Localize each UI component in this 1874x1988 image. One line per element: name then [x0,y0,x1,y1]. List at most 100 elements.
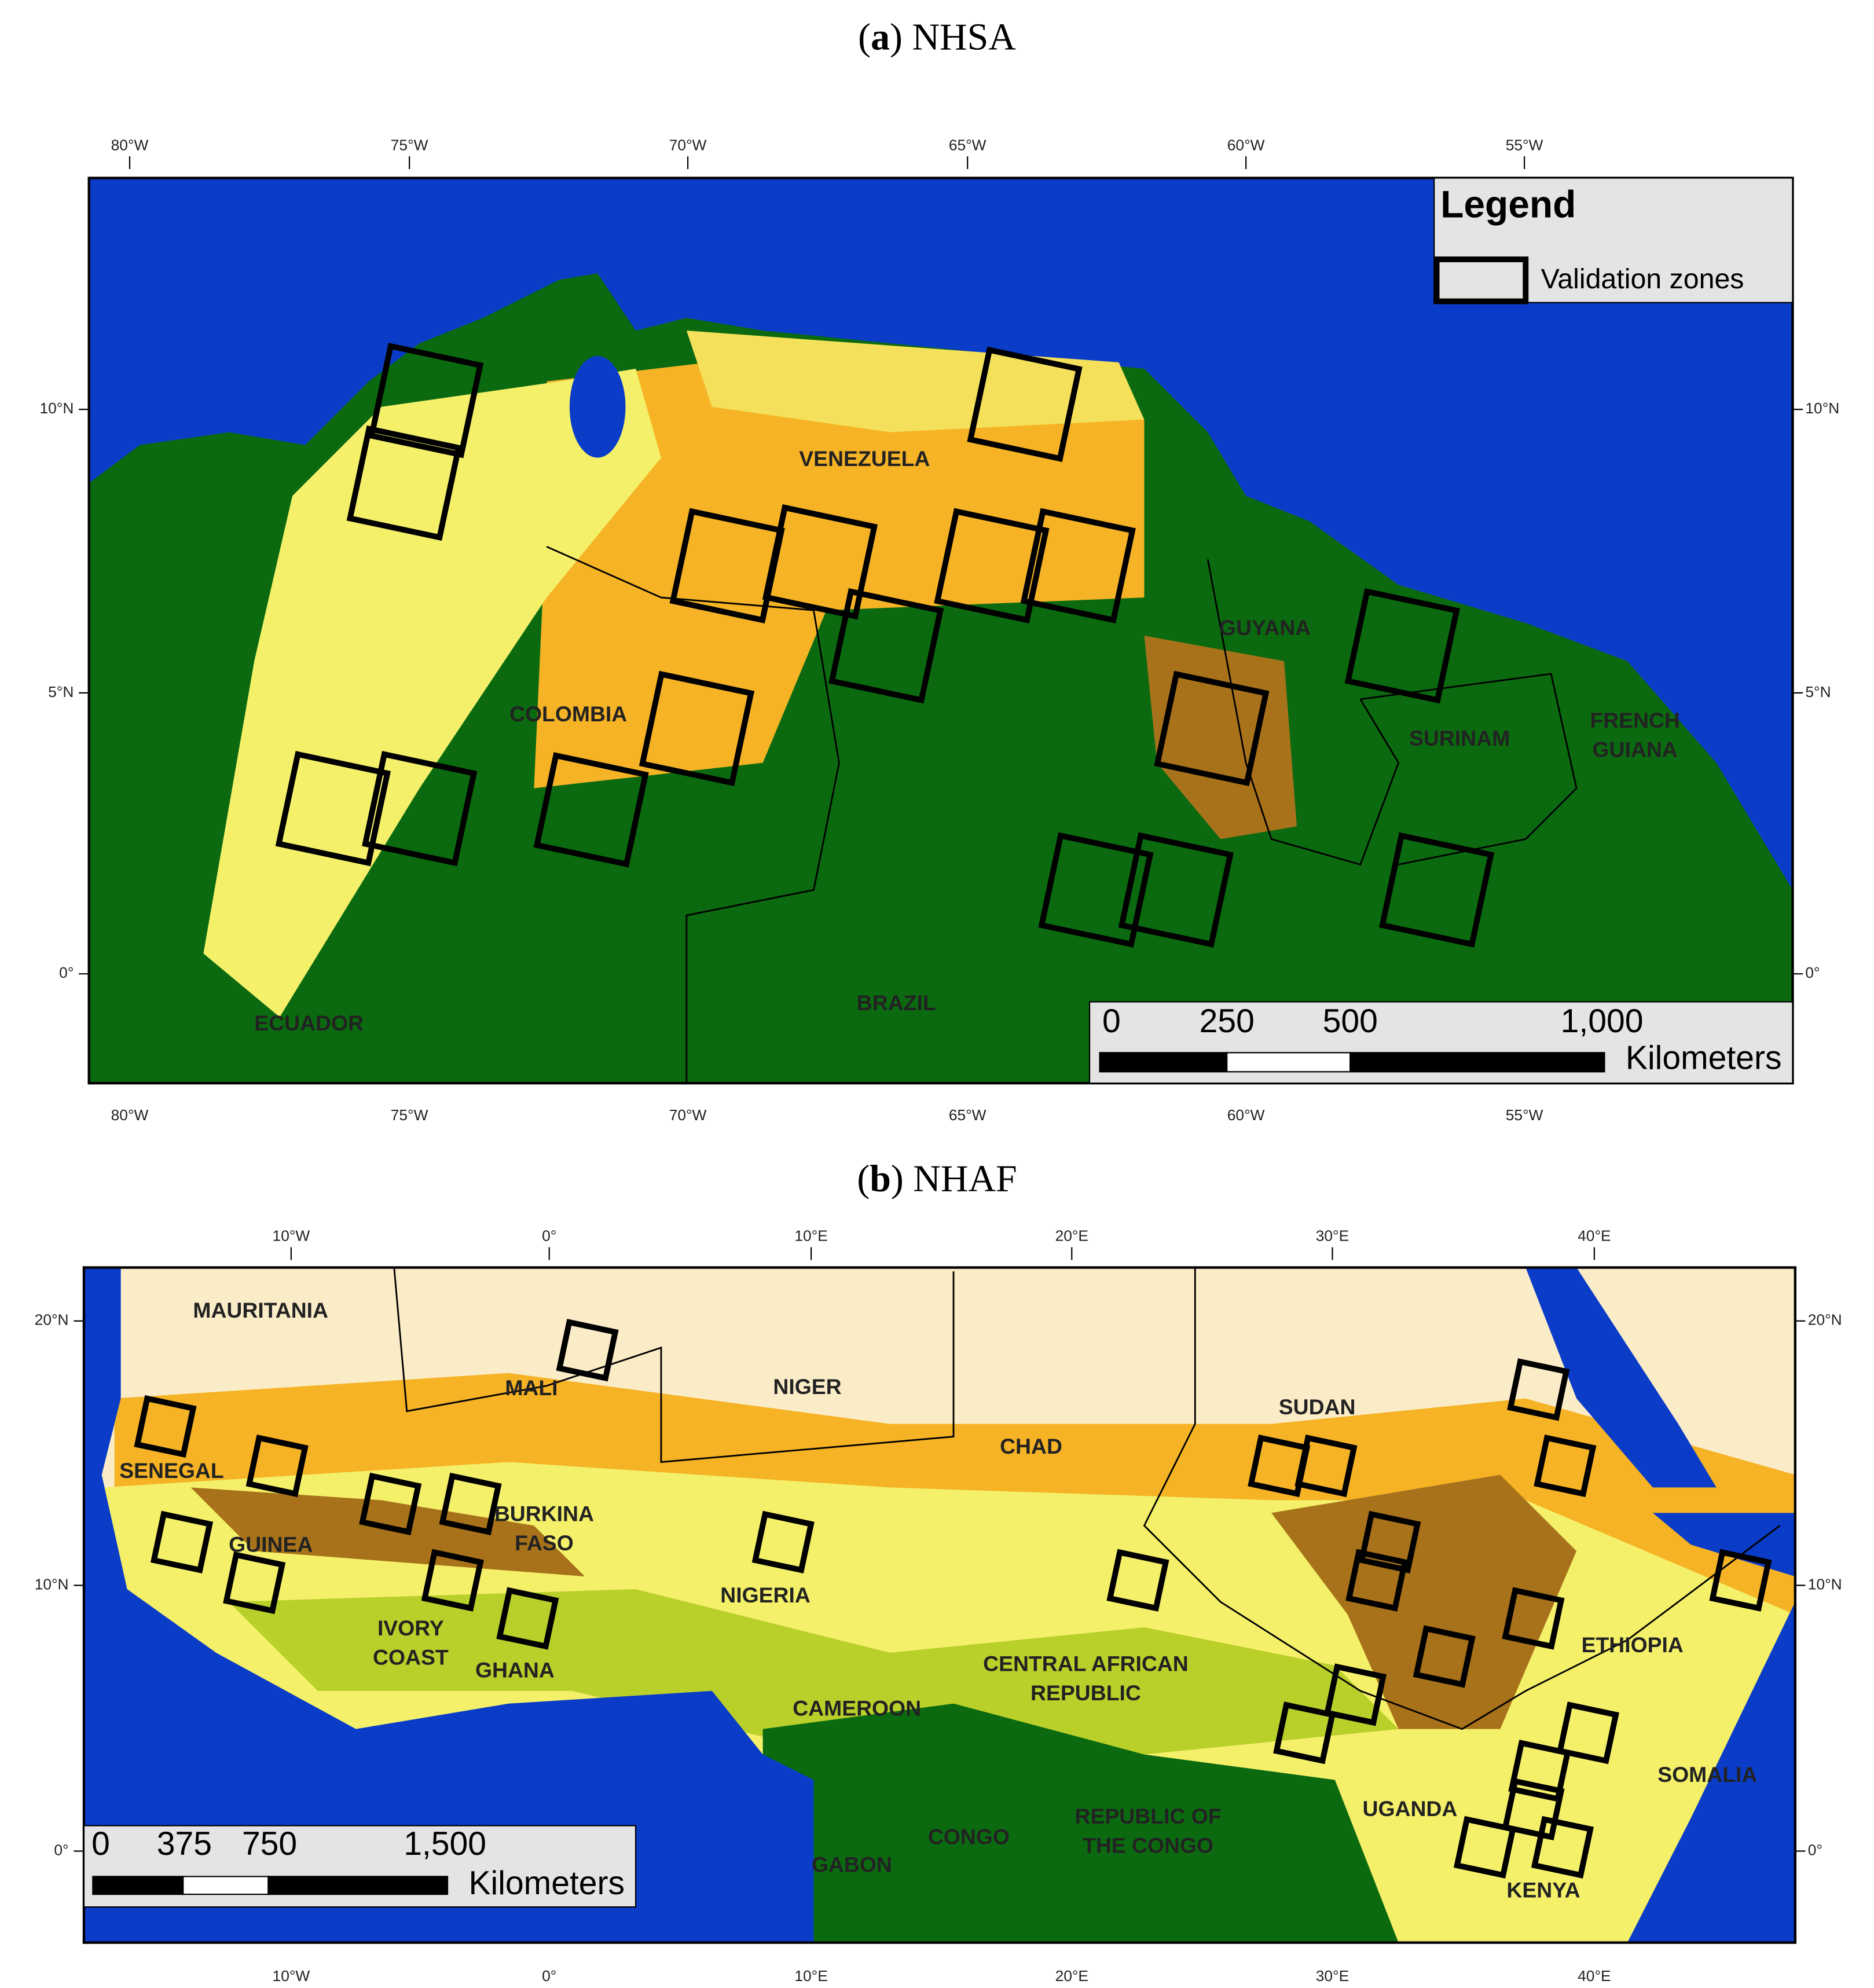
country-label: GABON [812,1853,892,1877]
top-tick-label: 70°W [669,137,707,154]
country-label: GHANA [475,1658,555,1682]
top-tick-label: 40°E [1578,1227,1611,1245]
validation-zone [1378,832,1495,948]
country-label: MAURITANIA [193,1298,328,1322]
map-b [83,1267,1795,1943]
frame [82,1266,1797,1944]
country-label: ETHIOPIA [1582,1633,1684,1657]
scale-label: 0 [1102,1003,1121,1040]
ocean [83,1267,814,1943]
bottom-tick-label: 70°W [669,1106,707,1124]
country-label: NIGER [773,1374,841,1399]
country-label: SENEGAL [119,1458,223,1483]
bottom-tick-label: 55°W [1506,1106,1543,1124]
validation-zone [828,588,944,704]
country-label: UGANDA [1363,1796,1458,1821]
frame [87,177,1794,1085]
validation-zone [1273,1701,1336,1765]
validation-zone [1154,670,1270,786]
left-tick-label: 0° [54,1841,68,1858]
validation-zone [1323,1663,1387,1726]
country-label: FASO [515,1531,574,1555]
scale-segment [182,1876,269,1895]
country-label: GUYANA [1219,615,1311,640]
right-tick-label: 10°N [1808,1575,1842,1593]
country-label: GUINEA [229,1532,313,1556]
title-part: ( [858,16,871,58]
validation-zone [1106,1549,1169,1612]
right-tick-label: 10°N [1805,399,1839,417]
validation-zone [1508,1740,1571,1803]
validation-zone [762,504,878,620]
right-tick-label: 20°N [1808,1311,1842,1329]
bottom-tick-label: 75°W [391,1106,428,1124]
lake [569,355,626,458]
top-tick-label: 65°W [949,137,986,154]
panel-title: (b) NHAF [857,1157,1017,1200]
scale-label: 1,500 [404,1825,486,1862]
border [393,1267,955,1464]
validation-zone [1453,1815,1517,1879]
bottom-tick-label: 65°W [949,1106,986,1124]
country-label: BRAZIL [857,991,936,1015]
bottom-tick-label: 40°E [1578,1967,1611,1985]
bottom-tick-label: 80°W [111,1106,149,1124]
panel-title: (a) NHSA [858,16,1016,58]
validation-zone [150,1510,214,1573]
top-tick-label: 30°E [1316,1227,1349,1245]
title-part: ( [857,1157,870,1200]
scale-segment [1226,1052,1351,1073]
country-label: COAST [373,1645,449,1670]
country-label: FRENCH [1590,708,1680,732]
forest [762,1703,1399,1943]
country-label: COLOMBIA [509,702,627,726]
scale-segment [92,1876,184,1895]
top-tick-label: 75°W [391,137,428,154]
country-label: REPUBLIC OF [1075,1804,1222,1828]
validation-zone [275,751,391,867]
title-part: a [871,16,890,58]
validation-zone [1534,1435,1597,1498]
red-sea [1525,1267,1717,1488]
validation-zone [359,1472,422,1535]
scale-unit: Kilometers [1626,1040,1782,1077]
scale-label: 250 [1200,1003,1255,1040]
country-label: VENEZUELA [799,446,930,471]
country-label: SURINAM [1409,726,1510,750]
country-label: GUIANA [1593,738,1678,762]
validation-zone [362,751,478,867]
validation-zone [368,343,484,459]
scale-unit: Kilometers [468,1865,625,1902]
border [1206,559,1400,866]
right-tick-label: 0° [1808,1841,1822,1858]
savanna-dark [1271,1475,1577,1729]
validation-zone [1413,1625,1476,1688]
bottom-tick-label: 10°W [273,1967,310,1985]
country-label: CHAD [1000,1434,1062,1458]
bottom-tick-label: 60°W [1227,1106,1265,1124]
validation-zone [1507,1358,1570,1421]
map-a [89,178,1793,1084]
country-label: CENTRAL AFRICAN [983,1652,1189,1676]
validation-zone [1502,1777,1565,1841]
border [1360,673,1578,865]
border [546,546,840,1084]
legend-title: Legend [1440,182,1576,225]
validation-zone [1502,1587,1565,1650]
validation-zone [751,1510,815,1573]
top-tick-label: 80°W [111,137,149,154]
country-label: REPUBLIC [1030,1681,1141,1705]
validation-zone [439,1472,502,1535]
top-tick-label: 10°E [794,1227,827,1245]
title-part: ) NHAF [891,1157,1017,1200]
right-tick-label: 5°N [1805,683,1831,700]
validation-zone [533,752,649,868]
validation-zone [346,425,462,541]
bottom-tick-label: 20°E [1055,1967,1088,1985]
validation-zone [1709,1549,1772,1612]
scale-segment [1099,1052,1228,1073]
validation-zone [421,1549,484,1612]
validation-zone [1038,832,1154,948]
